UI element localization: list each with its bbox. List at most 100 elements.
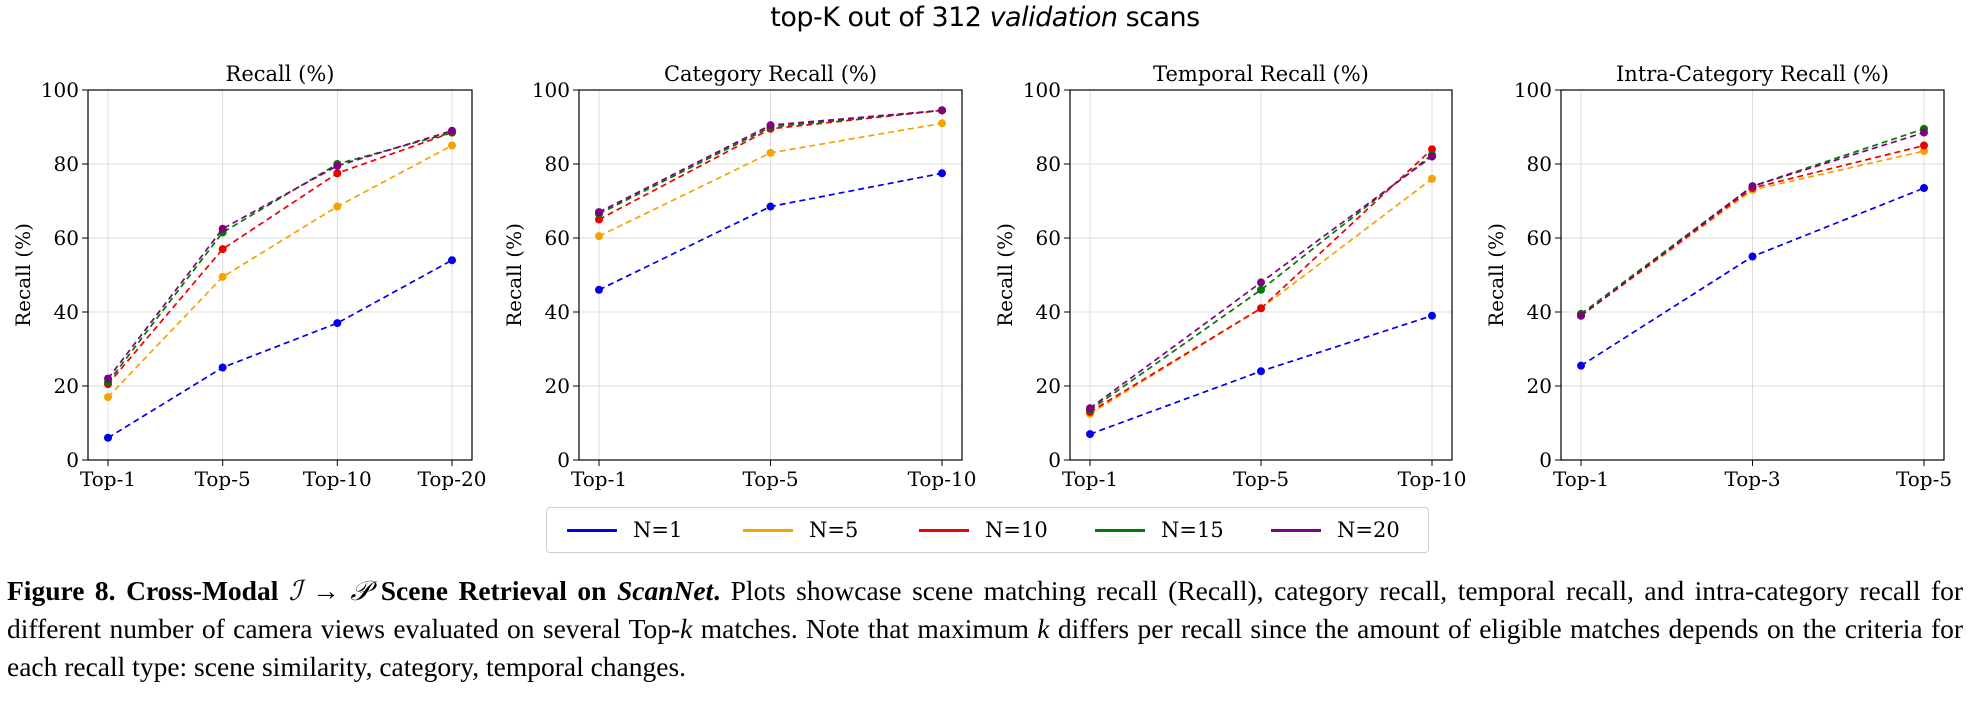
y-tick-label: 80	[1036, 152, 1061, 176]
data-point	[1257, 304, 1265, 313]
data-point	[938, 119, 946, 128]
axes-frame	[87, 89, 473, 461]
series-line-n-10	[1089, 148, 1433, 413]
data-point	[104, 433, 112, 442]
data-point	[595, 285, 603, 294]
y-tick-label: 40	[545, 300, 570, 324]
y-axis-label: Recall (%)	[11, 223, 35, 327]
caption-bold-lead: Cross-Modal	[126, 575, 279, 606]
caption-label: Figure 8.	[7, 575, 116, 606]
series-line-n-20	[107, 129, 453, 380]
data-point	[1257, 367, 1265, 376]
series-line-n-10	[107, 131, 453, 385]
x-tick-label: Top-3	[1724, 467, 1780, 491]
x-tick-label: Top-5	[195, 467, 251, 491]
y-tick-label: 0	[557, 448, 570, 472]
figure-title-italic: validation	[989, 2, 1118, 33]
figure-caption: Figure 8. Cross-Modal ℐ → 𝒫 Scene Retrie…	[7, 572, 1963, 686]
data-point	[104, 393, 112, 402]
data-point	[1920, 184, 1928, 193]
x-tick-label: Top-5	[742, 467, 798, 491]
data-point	[595, 215, 603, 224]
y-axis-label: Recall (%)	[502, 223, 526, 327]
x-tick-label: Top-5	[1233, 467, 1289, 491]
y-tick-label: 20	[54, 374, 79, 398]
data-point	[766, 121, 775, 130]
y-tick-label: 80	[1527, 152, 1552, 176]
data-point	[595, 232, 603, 241]
x-tick-label: Top-20	[418, 467, 487, 491]
plot-title: Temporal Recall (%)	[1153, 62, 1369, 86]
legend-item: N=15	[1075, 508, 1251, 552]
data-point	[104, 374, 112, 383]
y-tick-label: 60	[545, 226, 570, 250]
y-tick-label: 60	[54, 226, 79, 250]
series-line-n-5	[107, 144, 453, 398]
x-tick-label: Top-1	[80, 467, 136, 491]
caption-text-1: Plots showcase scene matching recall (Re…	[7, 575, 1964, 644]
legend-label: N=10	[985, 518, 1048, 542]
data-point	[1428, 152, 1436, 161]
data-point	[1920, 141, 1928, 150]
data-point	[766, 202, 775, 211]
y-tick-label: 0	[1048, 448, 1061, 472]
legend-item: N=20	[1251, 508, 1427, 552]
data-point	[1577, 361, 1585, 370]
legend-line-swatch	[1095, 528, 1145, 532]
legend-line-swatch	[919, 528, 969, 532]
data-point	[448, 256, 456, 265]
y-tick-label: 20	[545, 374, 570, 398]
series-line-n-15	[1089, 154, 1433, 411]
data-point	[1257, 285, 1265, 294]
x-tick-label: Top-10	[1398, 467, 1467, 491]
legend-item: N=1	[547, 508, 723, 552]
y-axis-label: Recall (%)	[1484, 223, 1508, 327]
legend-item: N=10	[899, 508, 1075, 552]
data-point	[1086, 404, 1094, 413]
legend: N=1 N=5 N=10 N=15 N=20	[546, 507, 1429, 553]
data-point	[1428, 174, 1436, 183]
y-tick-label: 40	[54, 300, 79, 324]
x-tick-label: Top-5	[1896, 467, 1952, 491]
y-tick-label: 0	[1539, 448, 1552, 472]
legend-item: N=5	[723, 508, 899, 552]
figure-title: top-K out of 312 validation scans	[0, 2, 1970, 33]
data-point	[1428, 145, 1436, 154]
figure-title-after: scans	[1117, 2, 1201, 33]
caption-text-3: differs per recall since the amount of e…	[7, 613, 1964, 682]
data-point	[1920, 128, 1928, 137]
data-point	[1920, 147, 1928, 156]
data-point	[1748, 182, 1757, 191]
y-tick-label: 0	[66, 448, 79, 472]
data-point	[1428, 311, 1436, 320]
data-point	[448, 141, 456, 150]
plot-title: Intra-Category Recall (%)	[1616, 62, 1889, 86]
series-line-n-15	[107, 131, 453, 383]
caption-bold-period: .	[713, 575, 721, 606]
y-tick-label: 100	[1023, 78, 1061, 102]
data-point	[218, 272, 227, 281]
data-point	[333, 161, 342, 170]
caption-bold-mid: Scene Retrieval on	[380, 575, 607, 606]
figure-title-before: top-K out of 312	[770, 2, 990, 33]
legend-label: N=5	[809, 518, 859, 542]
caption-var-k2: k	[1037, 613, 1050, 644]
data-point	[1577, 311, 1585, 320]
caption-var-k: k	[680, 613, 693, 644]
y-tick-label: 100	[41, 78, 79, 102]
y-tick-label: 100	[1514, 78, 1552, 102]
caption-symbol-to: 𝒫	[350, 575, 371, 606]
y-tick-label: 60	[1527, 226, 1552, 250]
caption-text-2: matches. Note that maximum	[692, 613, 1038, 644]
data-point	[218, 363, 227, 372]
x-tick-label: Top-1	[1553, 467, 1609, 491]
legend-line-swatch	[1271, 528, 1321, 532]
y-tick-label: 60	[1036, 226, 1061, 250]
legend-label: N=20	[1337, 518, 1400, 542]
y-tick-label: 20	[1036, 374, 1061, 398]
data-point	[938, 169, 946, 178]
y-tick-label: 40	[1036, 300, 1061, 324]
legend-label: N=1	[633, 518, 683, 542]
x-tick-label: Top-10	[908, 467, 977, 491]
